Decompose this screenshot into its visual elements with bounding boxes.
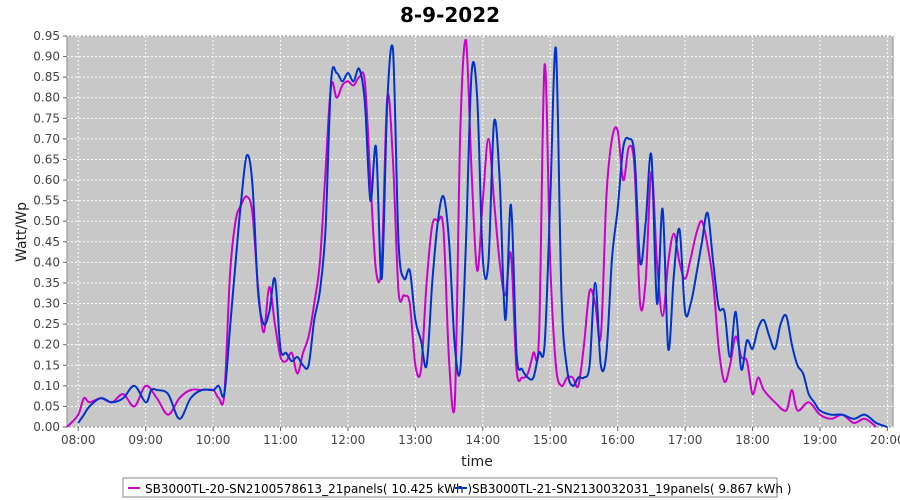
y-tick-label: 0.30 bbox=[33, 297, 60, 311]
y-tick-label: 0.95 bbox=[33, 29, 60, 43]
chart-title: 8-9-2022 bbox=[400, 3, 500, 27]
x-tick-label: 10:00 bbox=[196, 433, 231, 447]
legend: SB3000TL-20-SN2100578613_21panels( 10.42… bbox=[122, 477, 791, 498]
y-tick-label: 0.45 bbox=[33, 235, 60, 249]
y-tick-label: 0.00 bbox=[33, 420, 60, 434]
y-tick-label: 0.05 bbox=[33, 399, 60, 413]
y-axis-label: Watt/Wp bbox=[14, 202, 30, 262]
legend-label-2: SB3000TL-21-SN2130032031_19panels( 9.867… bbox=[472, 482, 791, 496]
x-tick-label: 16:00 bbox=[600, 433, 635, 447]
y-tick-label: 0.70 bbox=[33, 132, 60, 146]
series-layer bbox=[66, 38, 888, 428]
y-tick-label: 0.35 bbox=[33, 276, 60, 290]
x-tick-label: 11:00 bbox=[263, 433, 298, 447]
x-tick-label: 08:00 bbox=[61, 433, 96, 447]
y-axis: 0.00 0.05 0.10 0.15 0.20 0.25 0.30 0.35 0.40 0.45… bbox=[33, 29, 67, 434]
x-tick-label: 19:00 bbox=[803, 433, 838, 447]
series-line-2 bbox=[77, 44, 888, 428]
y-tick-label: 0.50 bbox=[33, 214, 60, 228]
y-tick-label: 0.55 bbox=[33, 194, 60, 208]
x-axis-label: time bbox=[461, 454, 493, 470]
x-tick-label: 12:00 bbox=[331, 433, 366, 447]
x-tick-label: 20:00 bbox=[870, 433, 900, 447]
y-tick-label: 0.25 bbox=[33, 317, 60, 331]
x-tick-label: 17:00 bbox=[668, 433, 703, 447]
y-tick-label: 0.20 bbox=[33, 338, 60, 352]
y-tick-label: 0.65 bbox=[33, 152, 60, 166]
x-tick-label: 14:00 bbox=[466, 433, 501, 447]
y-tick-label: 0.90 bbox=[33, 50, 60, 64]
x-tick-label: 18:00 bbox=[735, 433, 770, 447]
x-tick-label: 13:00 bbox=[398, 433, 433, 447]
y-tick-label: 0.60 bbox=[33, 173, 60, 187]
y-tick-label: 0.15 bbox=[33, 358, 60, 372]
y-tick-label: 0.75 bbox=[33, 111, 60, 125]
x-tick-label: 09:00 bbox=[128, 433, 163, 447]
legend-box bbox=[122, 477, 778, 498]
x-tick-label: 15:00 bbox=[533, 433, 568, 447]
x-axis: 08:00 09:00 10:00 11:00 12:00 13:00 14:00 15:00… bbox=[61, 427, 900, 447]
y-tick-label: 0.80 bbox=[33, 91, 60, 105]
y-tick-label: 0.10 bbox=[33, 379, 60, 393]
y-tick-label: 0.85 bbox=[33, 70, 60, 84]
legend-label-1: SB3000TL-20-SN2100578613_21panels( 10.42… bbox=[145, 482, 472, 496]
y-tick-label: 0.40 bbox=[33, 255, 60, 269]
